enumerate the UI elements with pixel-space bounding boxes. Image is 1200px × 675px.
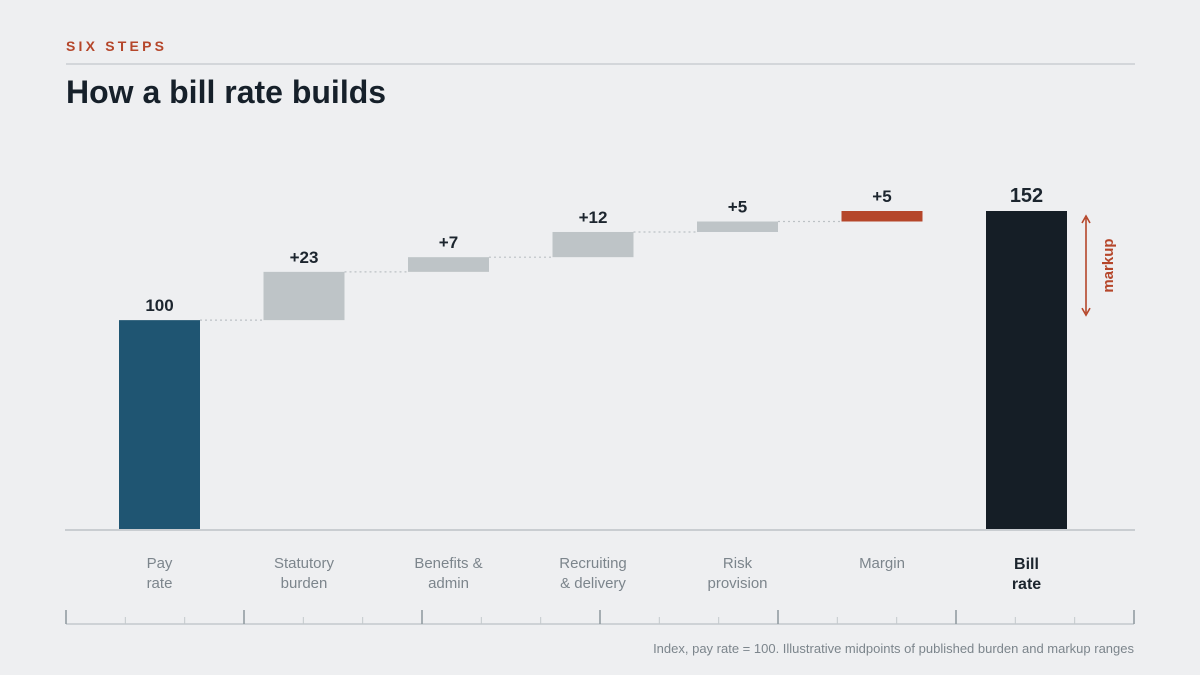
value-labels: 100 +23 +7 +12 +5 +5 152 [145, 185, 1043, 315]
bar-3 [552, 231, 634, 258]
category-label-2-0: Benefits & [414, 555, 482, 572]
category-label-1-1: burden [281, 575, 328, 592]
bar-5 [841, 211, 923, 222]
category-label-4-1: provision [707, 575, 767, 592]
category-label-0-0: Pay [147, 555, 173, 572]
category-label-6-1: rate [1012, 576, 1041, 593]
category-label-6-0: Bill [1014, 556, 1039, 573]
bars [119, 211, 1067, 530]
markup-arrow-head-bottom [1081, 307, 1091, 317]
markup-arrow-head-top [1081, 214, 1091, 224]
category-label-0-1: rate [147, 575, 173, 592]
waterfall-chart: 100 +23 +7 +12 +5 +5 152 Pay rate Statutory burde… [65, 185, 1135, 625]
category-label-3-0: Recruiting [559, 555, 627, 572]
value-label-1: +23 [290, 248, 319, 267]
category-label-2-1: admin [428, 575, 469, 592]
value-label-5: +5 [872, 187, 891, 206]
category-label-4-0: Risk [723, 555, 753, 572]
bar-1 [263, 271, 345, 321]
kicker: SIX STEPS [66, 38, 168, 54]
footnote: Index, pay rate = 100. Illustrative midp… [653, 641, 1134, 656]
category-label-1-0: Statutory [274, 555, 335, 572]
bar-2 [408, 257, 489, 272]
value-label-3: +12 [579, 208, 608, 227]
markup-label: markup [1100, 238, 1117, 292]
bar-0 [119, 320, 200, 530]
value-label-6: 152 [1010, 185, 1043, 207]
category-labels: Pay rate Statutory burden Benefits & admin Rec… [147, 555, 1042, 593]
value-label-4: +5 [728, 197, 747, 216]
value-label-2: +7 [439, 233, 458, 252]
bar-4 [697, 221, 778, 232]
page-title: How a bill rate builds [66, 74, 387, 110]
connector-lines [200, 220, 842, 321]
tick-rule [65, 610, 1135, 625]
bar-6 [986, 211, 1067, 530]
category-label-5-0: Margin [859, 555, 905, 572]
value-label-0: 100 [145, 296, 173, 315]
markup-annotation: markup [1081, 214, 1117, 317]
header-rule [66, 63, 1135, 65]
category-label-3-1: & delivery [560, 575, 626, 592]
